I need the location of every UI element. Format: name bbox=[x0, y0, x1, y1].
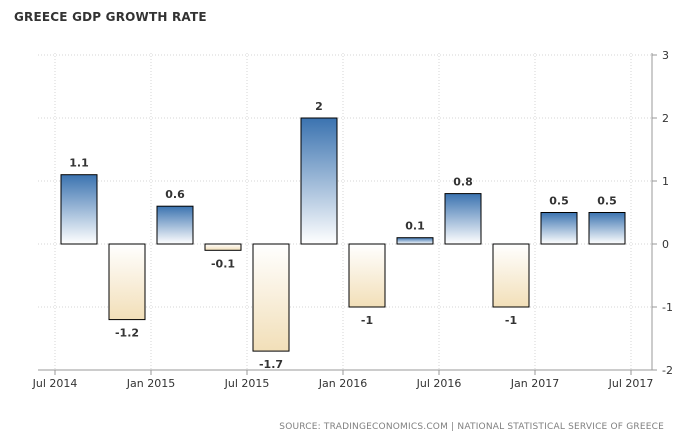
grid-lines bbox=[38, 53, 652, 371]
y-axis: 3 2 1 0 -1 -2 bbox=[651, 49, 673, 377]
bar-q2-2016 bbox=[396, 237, 434, 245]
data-label: -1 bbox=[505, 314, 517, 327]
data-label: 0.8 bbox=[453, 176, 473, 189]
bar-q3-2016 bbox=[444, 193, 482, 245]
data-label: 0.5 bbox=[549, 195, 569, 208]
chart-title: GREECE GDP GROWTH RATE bbox=[14, 10, 207, 24]
x-tick-label: Jan 2017 bbox=[510, 377, 559, 390]
bar-q3-2014 bbox=[60, 174, 98, 245]
x-tick-label: Jul 2015 bbox=[224, 377, 270, 390]
x-tick-label: Jul 2016 bbox=[416, 377, 462, 390]
y-tick-label: 1 bbox=[662, 175, 669, 188]
bar-q2-2017 bbox=[588, 212, 626, 245]
x-tick-label: Jan 2015 bbox=[126, 377, 175, 390]
bar-q1-2015 bbox=[156, 205, 194, 245]
data-label: 0.5 bbox=[597, 195, 617, 208]
y-tick-label: -1 bbox=[662, 301, 673, 314]
data-label: 1.1 bbox=[69, 157, 89, 170]
bar-q3-2015 bbox=[252, 243, 290, 352]
y-tick-label: -2 bbox=[662, 364, 673, 377]
x-axis: Jul 2014 Jan 2015 Jul 2015 Jan 2016 Jul 2016… bbox=[32, 369, 654, 390]
x-tick-label: Jan 2016 bbox=[318, 377, 367, 390]
data-label: -0.1 bbox=[211, 257, 235, 270]
data-label: 2 bbox=[315, 100, 323, 113]
bar-q4-2015 bbox=[300, 117, 338, 245]
data-label: -1.7 bbox=[259, 358, 283, 371]
data-label: -1.2 bbox=[115, 327, 139, 340]
data-labels: 1.1 -1.2 0.6 -0.1 -1.7 2 -1 0.1 0.8 -1 0.5 0.5 bbox=[69, 100, 617, 371]
bar-q4-2014 bbox=[108, 243, 146, 321]
data-label: 0.1 bbox=[405, 220, 425, 233]
y-tick-label: 2 bbox=[662, 112, 669, 125]
bars bbox=[60, 117, 626, 352]
bar-q1-2016 bbox=[348, 243, 386, 308]
x-tick-label: Jul 2014 bbox=[32, 377, 78, 390]
y-tick-label: 3 bbox=[662, 49, 669, 62]
data-label: -1 bbox=[361, 314, 373, 327]
bar-q1-2017 bbox=[540, 212, 578, 245]
y-tick-label: 0 bbox=[662, 238, 669, 251]
data-label: 0.6 bbox=[165, 188, 185, 201]
bar-q4-2016 bbox=[492, 243, 530, 308]
chart-source: SOURCE: TRADINGECONOMICS.COM | NATIONAL … bbox=[279, 422, 664, 432]
x-tick-label: Jul 2017 bbox=[608, 377, 654, 390]
bar-q2-2015 bbox=[204, 243, 242, 251]
